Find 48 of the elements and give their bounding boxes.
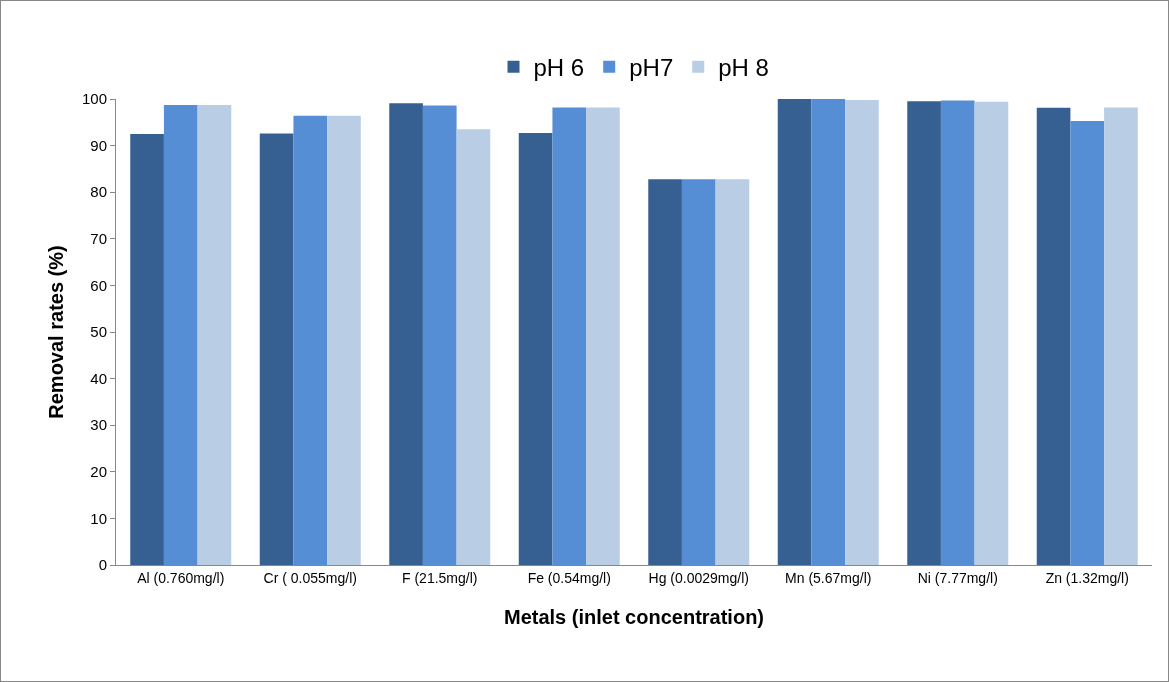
y-tick-label: 50 bbox=[90, 323, 107, 341]
x-tick-label: Hg (0.0029mg/l) bbox=[648, 569, 749, 586]
bar bbox=[777, 99, 812, 565]
bar bbox=[811, 99, 846, 565]
x-tick-label: Ni (7.77mg/l) bbox=[917, 569, 998, 586]
bar bbox=[1104, 107, 1138, 565]
bar bbox=[293, 115, 328, 565]
x-axis-title: Metals (inlet concentration) bbox=[503, 606, 765, 629]
bar bbox=[163, 105, 198, 565]
y-tick-label: 40 bbox=[90, 369, 107, 387]
bar bbox=[681, 179, 716, 565]
bar bbox=[197, 105, 232, 565]
y-tick-label: 80 bbox=[90, 183, 107, 201]
legend-label: pH 8 bbox=[718, 54, 769, 82]
bar bbox=[715, 179, 750, 565]
y-tick-label: 60 bbox=[90, 276, 107, 294]
x-tick-label: Al (0.760mg/l) bbox=[137, 569, 225, 586]
bar bbox=[456, 129, 491, 565]
bar bbox=[907, 101, 941, 565]
bar bbox=[940, 100, 975, 565]
y-axis-title: Removal rates (%) bbox=[45, 245, 68, 419]
bar bbox=[845, 99, 879, 565]
x-tick-label: Mn (5.67mg/l) bbox=[785, 569, 872, 586]
x-tick-label: Fe (0.54mg/l) bbox=[527, 569, 611, 586]
bar bbox=[130, 133, 164, 565]
bar bbox=[1036, 107, 1071, 565]
y-tick-label: 90 bbox=[90, 136, 107, 154]
bar bbox=[327, 115, 361, 565]
y-tick-label: 70 bbox=[90, 230, 107, 248]
bar bbox=[974, 101, 1009, 565]
bar bbox=[389, 103, 423, 565]
x-tick-label: Cr ( 0.055mg/l) bbox=[263, 569, 357, 586]
bar bbox=[518, 133, 553, 565]
legend-label: pH 6 bbox=[533, 54, 585, 82]
x-tick-label: Zn (1.32mg/l) bbox=[1045, 569, 1129, 586]
y-tick-label: 0 bbox=[98, 556, 107, 574]
bar bbox=[422, 105, 457, 565]
y-tick-label: 100 bbox=[81, 90, 107, 108]
y-tick-label: 20 bbox=[90, 463, 107, 481]
bar bbox=[259, 133, 294, 565]
bar bbox=[586, 107, 620, 565]
bar bbox=[648, 179, 682, 565]
x-tick-label: F (21.5mg/l) bbox=[402, 569, 478, 586]
bar bbox=[552, 107, 587, 565]
bar bbox=[1070, 120, 1105, 565]
y-tick-label: 30 bbox=[90, 416, 107, 434]
y-tick-label: 10 bbox=[90, 509, 107, 527]
legend-label: pH7 bbox=[629, 54, 674, 82]
